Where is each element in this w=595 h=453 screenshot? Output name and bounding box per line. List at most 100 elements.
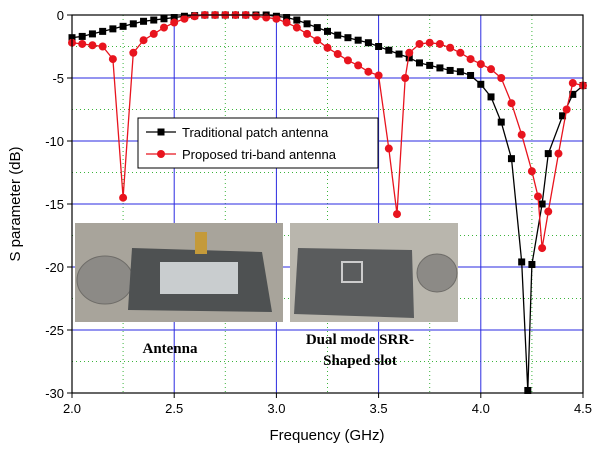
marker: [98, 42, 107, 51]
marker: [527, 167, 536, 176]
marker: [528, 260, 536, 268]
marker: [140, 17, 148, 25]
inset-caption: Dual mode SRR-: [306, 332, 414, 348]
marker: [334, 31, 342, 39]
marker: [333, 50, 342, 59]
inset-caption: Antenna: [142, 341, 198, 357]
marker: [456, 68, 464, 76]
marker: [487, 65, 496, 74]
marker: [119, 22, 127, 30]
marker: [354, 36, 362, 44]
marker: [364, 67, 373, 76]
marker: [568, 79, 577, 88]
legend-label: Proposed tri-band antenna: [182, 147, 337, 162]
marker: [109, 25, 117, 33]
x-tick-label: 3.5: [370, 401, 388, 416]
x-tick-label: 4.0: [472, 401, 490, 416]
series-line: [71, 14, 584, 391]
marker: [456, 48, 465, 57]
y-tick-label: -15: [45, 197, 64, 212]
marker: [436, 64, 444, 72]
marker: [538, 244, 547, 253]
marker: [467, 71, 475, 79]
marker: [157, 128, 165, 136]
marker: [272, 14, 281, 23]
x-tick-label: 3.0: [267, 401, 285, 416]
marker: [477, 80, 485, 88]
marker: [303, 29, 312, 38]
marker: [150, 16, 158, 24]
coin: [76, 255, 134, 305]
x-tick-label: 2.5: [165, 401, 183, 416]
marker: [562, 105, 571, 114]
marker: [293, 16, 301, 24]
marker: [497, 74, 506, 82]
marker: [170, 14, 178, 22]
marker: [343, 56, 352, 65]
y-axis-label: S parameter (dB): [7, 146, 24, 261]
marker: [282, 18, 291, 27]
marker: [292, 23, 301, 32]
y-tick-label: -20: [45, 260, 64, 275]
marker: [251, 12, 260, 21]
marker: [435, 39, 444, 48]
marker: [303, 20, 311, 28]
marker: [374, 71, 383, 80]
marker: [544, 150, 552, 158]
marker: [344, 34, 352, 42]
marker: [405, 48, 414, 57]
marker: [159, 23, 168, 32]
marker: [354, 61, 363, 70]
marker: [415, 39, 424, 48]
marker: [375, 43, 383, 50]
legend-box: [137, 117, 379, 169]
coin: [416, 253, 458, 293]
srr-slot: [341, 261, 363, 283]
marker: [507, 155, 515, 163]
marker: [405, 54, 413, 62]
legend-label: Traditional patch antenna: [182, 125, 329, 140]
marker: [157, 150, 165, 158]
marker: [446, 66, 454, 74]
marker: [160, 15, 168, 23]
marker: [149, 29, 158, 38]
y-tick-label: -25: [45, 323, 64, 338]
marker: [180, 14, 189, 23]
marker: [538, 200, 546, 208]
inset-caption: Shaped slot: [323, 353, 397, 369]
marker: [497, 118, 505, 126]
marker: [446, 43, 455, 52]
patch: [160, 262, 238, 294]
inset-photo-antenna: [75, 223, 283, 322]
marker: [415, 59, 423, 67]
marker: [544, 207, 553, 216]
marker: [190, 12, 199, 21]
marker: [170, 18, 179, 27]
y-tick-label: -30: [45, 386, 64, 401]
marker: [517, 130, 526, 139]
x-axis-label: Frequency (GHz): [269, 427, 384, 444]
marker: [108, 55, 117, 64]
legend: Traditional patch antenna Proposed tri-ba…: [137, 117, 379, 169]
y-tick-label: -5: [52, 71, 64, 86]
marker: [283, 14, 291, 22]
marker: [401, 74, 410, 82]
marker: [129, 48, 138, 57]
marker: [129, 20, 137, 28]
marker: [569, 90, 577, 98]
marker: [487, 93, 495, 101]
marker: [524, 386, 532, 394]
marker: [554, 149, 563, 158]
marker: [534, 192, 543, 201]
marker: [324, 27, 331, 35]
marker: [88, 30, 96, 38]
connector: [195, 232, 207, 254]
marker: [99, 27, 107, 35]
marker: [323, 43, 332, 52]
marker: [364, 39, 372, 47]
marker: [78, 39, 87, 48]
marker: [518, 258, 526, 266]
marker: [313, 36, 322, 45]
